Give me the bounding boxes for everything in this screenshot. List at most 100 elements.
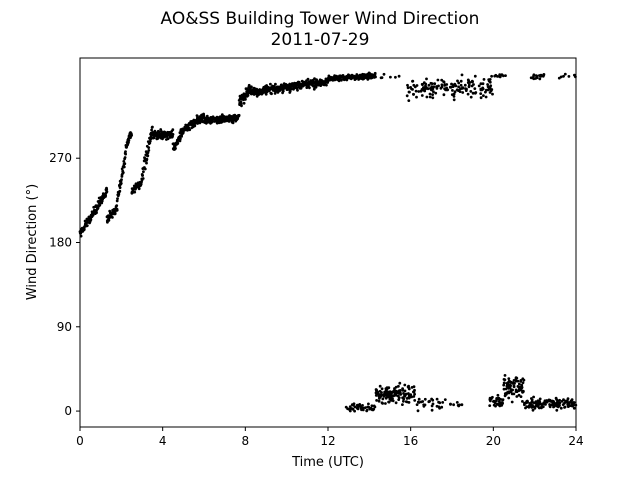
data-point xyxy=(433,82,437,86)
data-point xyxy=(507,396,511,400)
data-point xyxy=(511,388,514,392)
data-point xyxy=(419,89,423,93)
data-point xyxy=(390,390,394,394)
data-point xyxy=(443,398,447,401)
data-point xyxy=(373,405,377,409)
data-point xyxy=(452,95,456,98)
data-point xyxy=(423,89,427,93)
data-point xyxy=(380,401,384,405)
data-point xyxy=(91,213,95,217)
data-point xyxy=(308,86,311,90)
x-tick-label: 24 xyxy=(568,434,583,448)
data-point xyxy=(145,161,148,165)
data-point xyxy=(481,82,485,86)
data-point xyxy=(408,90,411,94)
data-point xyxy=(502,387,506,391)
data-point xyxy=(453,90,457,94)
data-point xyxy=(488,404,492,407)
data-point xyxy=(314,85,318,89)
data-point xyxy=(493,74,497,78)
data-point xyxy=(373,71,377,75)
data-point xyxy=(233,113,237,117)
data-point xyxy=(535,402,539,405)
data-point xyxy=(149,137,153,141)
data-point xyxy=(529,404,532,407)
data-point xyxy=(517,393,521,397)
data-point xyxy=(442,93,446,97)
data-point xyxy=(412,395,416,398)
data-point xyxy=(406,83,409,87)
chart-title: AO&SS Building Tower Wind Direction xyxy=(161,9,480,29)
data-point xyxy=(397,74,401,78)
data-point xyxy=(406,86,410,90)
data-point xyxy=(484,95,488,99)
data-point xyxy=(548,403,551,406)
data-point xyxy=(325,83,328,87)
data-point xyxy=(299,86,303,90)
data-point xyxy=(559,406,563,410)
data-point xyxy=(552,400,555,404)
data-point xyxy=(415,403,419,406)
data-point xyxy=(122,160,126,163)
data-point xyxy=(496,393,500,397)
data-point xyxy=(349,407,353,410)
data-point xyxy=(431,96,435,100)
data-point xyxy=(518,385,522,389)
data-point xyxy=(517,382,521,386)
data-point xyxy=(477,84,481,88)
data-point xyxy=(559,75,563,79)
data-point xyxy=(422,403,426,407)
data-point xyxy=(145,157,149,161)
data-point xyxy=(556,399,560,403)
data-point xyxy=(413,399,417,402)
data-point xyxy=(528,402,532,405)
data-point xyxy=(420,82,424,86)
data-point xyxy=(538,401,542,405)
data-point xyxy=(152,136,156,140)
x-tick-label: 4 xyxy=(159,434,167,448)
data-point xyxy=(520,385,524,389)
data-point xyxy=(124,150,127,154)
data-point xyxy=(231,121,235,125)
data-point xyxy=(195,114,199,117)
data-point xyxy=(403,394,407,398)
data-point xyxy=(496,397,500,400)
data-point xyxy=(104,193,107,197)
data-point xyxy=(471,91,475,95)
data-point xyxy=(402,392,405,395)
data-point xyxy=(479,92,483,95)
data-point xyxy=(459,79,463,83)
data-point xyxy=(526,400,529,404)
y-tick-label: 0 xyxy=(64,404,72,418)
data-point xyxy=(146,151,150,155)
data-point xyxy=(491,92,494,96)
x-axis: 0 4 8 12 16 20 24 xyxy=(76,427,584,448)
data-point xyxy=(473,87,477,90)
data-point xyxy=(431,398,435,402)
data-point xyxy=(461,86,465,90)
data-point xyxy=(171,133,175,136)
data-point xyxy=(86,221,89,224)
data-point xyxy=(274,82,277,86)
data-point xyxy=(350,403,354,406)
data-point xyxy=(269,82,272,86)
data-point xyxy=(436,78,440,82)
data-point xyxy=(421,400,425,403)
data-point xyxy=(482,94,485,97)
data-point xyxy=(540,406,543,409)
data-point xyxy=(512,384,516,388)
data-point xyxy=(415,84,419,87)
data-point xyxy=(553,404,556,408)
data-point xyxy=(449,402,452,406)
data-point xyxy=(504,74,507,77)
data-point xyxy=(452,403,455,407)
data-points xyxy=(78,71,578,413)
data-point xyxy=(487,78,491,81)
data-point xyxy=(403,389,407,393)
data-point xyxy=(452,98,456,102)
data-point xyxy=(394,401,398,405)
data-point xyxy=(344,405,348,409)
data-point xyxy=(571,403,575,407)
data-point xyxy=(446,88,450,92)
data-point xyxy=(412,385,416,389)
